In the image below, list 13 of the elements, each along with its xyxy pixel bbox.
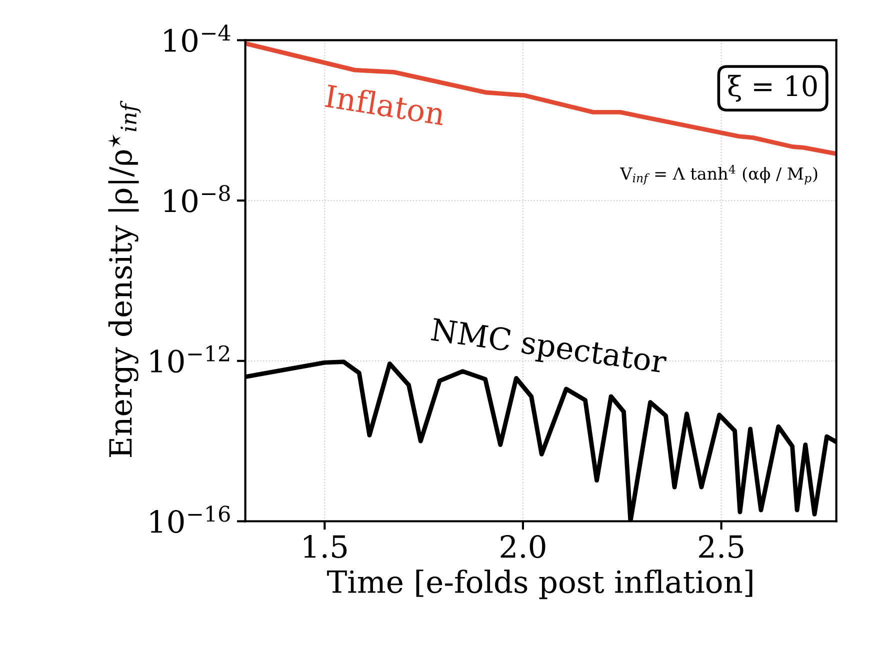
y-tick-label: 10$^{−8}$ (164, 184, 230, 212)
x-tick-label: 2.5 (699, 534, 744, 558)
text: NMC spectator (430, 318, 668, 380)
y-tick-label: 10$^{−12}$ (150, 345, 230, 373)
y-axis-title: Energy density |ρ|/ρ$^{⋆}$$_{inf}$ (108, 100, 141, 458)
y-tick-label: 10$^{−4}$ (164, 24, 230, 52)
text: Inflaton (324, 84, 446, 126)
x-tick-label: 2.0 (500, 534, 546, 558)
annotation: ξ = 10 (728, 74, 817, 102)
annotation: V$_{inf}$ = Λ tanh$^{4}$ (αϕ / M$_{p}$) (620, 164, 818, 185)
y-tick-label: 10$^{−16}$ (150, 506, 230, 534)
x-axis-title: Time [e-folds post inflation] (327, 570, 752, 600)
x-tick-label: 1.5 (304, 534, 347, 558)
